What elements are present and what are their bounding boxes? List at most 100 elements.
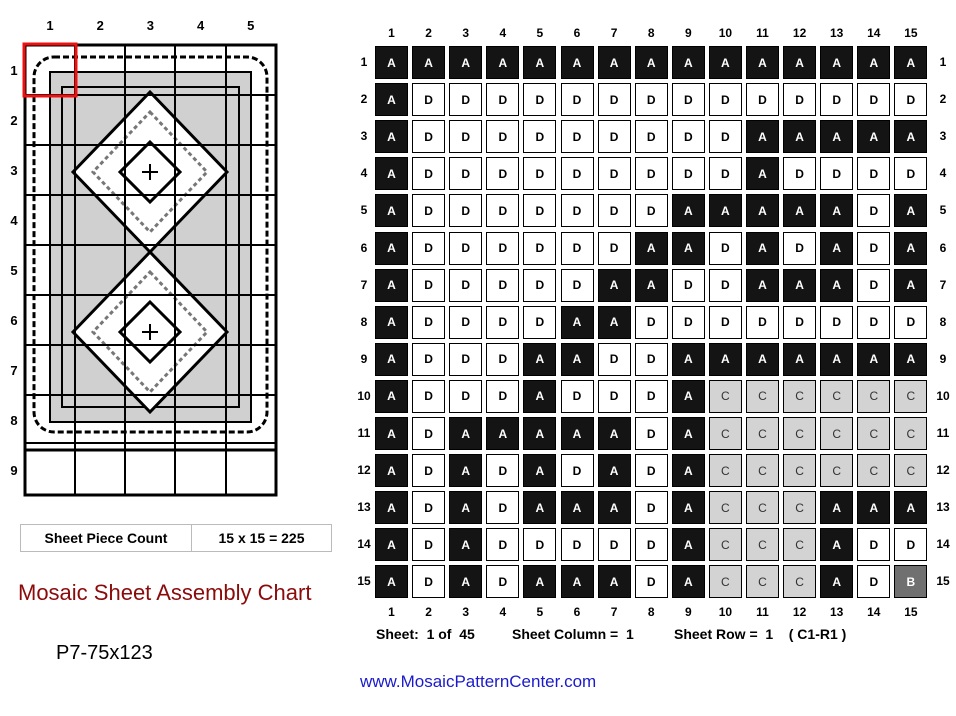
grid-row-label-right: 1 [939, 55, 947, 69]
grid-col-label-top: 8 [647, 26, 655, 40]
mosaic-tile: D [449, 379, 483, 413]
mosaic-tile: D [523, 231, 557, 265]
mosaic-tile: A [783, 342, 817, 376]
mosaic-tile: A [820, 491, 854, 525]
grid-col-label-top: 1 [388, 26, 395, 40]
mosaic-tile: A [783, 46, 817, 79]
mosaic-tile: D [412, 454, 446, 488]
mosaic-tile: C [783, 528, 817, 562]
thumb-row-label: 4 [10, 213, 18, 228]
mosaic-tile: D [449, 231, 483, 265]
grid-row-label-right: 8 [939, 314, 947, 329]
mosaic-tile: D [634, 342, 668, 376]
mosaic-tile: D [783, 83, 817, 117]
mosaic-tile: D [523, 83, 557, 117]
mosaic-tile: C [783, 454, 817, 488]
mosaic-tile: D [894, 157, 928, 191]
thumb-col-label: 2 [96, 18, 104, 33]
grid-col-label-top: 9 [684, 26, 692, 40]
mosaic-tile: D [449, 157, 483, 191]
grid-col-label-bottom: 1 [388, 605, 395, 619]
mosaic-tile: D [486, 194, 520, 228]
mosaic-tile: A [375, 342, 408, 376]
mosaic-tile: D [560, 83, 594, 117]
mosaic-tile: A [560, 565, 594, 599]
mosaic-tile: D [560, 157, 594, 191]
mosaic-tile: D [412, 342, 446, 376]
mosaic-tile: A [560, 491, 594, 525]
mosaic-tile: A [375, 565, 408, 599]
mosaic-tile: D [449, 83, 483, 117]
mosaic-tile: D [857, 157, 891, 191]
mosaic-tile: D [412, 491, 446, 525]
mosaic-tile: A [523, 417, 557, 450]
mosaic-tile: D [412, 83, 446, 117]
grid-row-label-left: 15 [357, 574, 371, 589]
grid-col-label-bottom: 7 [610, 605, 618, 619]
mosaic-tile: D [412, 417, 446, 450]
mosaic-tile: C [857, 417, 891, 450]
mosaic-tile: D [560, 120, 594, 154]
grid-row-label-left: 12 [357, 463, 371, 478]
mosaic-tile: D [523, 194, 557, 228]
grid-row-label-left: 10 [357, 388, 371, 403]
grid-col-label-top: 15 [904, 26, 918, 40]
mosaic-tile: A [375, 83, 408, 117]
mosaic-tile: D [671, 268, 705, 302]
grid-row-label-left: 3 [360, 129, 368, 144]
thumb-row-label: 1 [10, 63, 18, 78]
mosaic-tile: A [820, 268, 854, 302]
mosaic-tile: D [560, 454, 594, 488]
mosaic-tile: A [375, 268, 408, 302]
mosaic-tile: D [597, 194, 631, 228]
mosaic-tile: C [894, 417, 928, 450]
mosaic-tile: D [597, 231, 631, 265]
grid-row-label-left: 5 [360, 203, 368, 218]
mosaic-tile: A [746, 231, 779, 265]
rug-thumbnail[interactable] [22, 42, 280, 500]
mosaic-tile: C [783, 565, 817, 599]
mosaic-tile: D [634, 120, 668, 154]
grid-col-label-bottom: 8 [647, 605, 655, 619]
mosaic-tile: A [746, 157, 779, 191]
mosaic-tile: D [486, 342, 520, 376]
mosaic-tile: D [634, 157, 668, 191]
mosaic-tile: D [523, 120, 557, 154]
mosaic-tile: C [894, 454, 928, 488]
mosaic-tile: A [746, 342, 779, 376]
mosaic-tile: D [412, 528, 446, 562]
thumb-row-label: 7 [10, 363, 18, 378]
thumb-row-label: 6 [10, 313, 18, 328]
grid-row-label-right: 14 [936, 537, 950, 552]
mosaic-tile: A [671, 46, 705, 79]
mosaic-tile: A [820, 46, 854, 79]
mosaic-tile: C [820, 454, 854, 488]
mosaic-tile: A [375, 454, 408, 488]
grid-col-label-top: 10 [718, 26, 733, 40]
mosaic-tile: A [820, 342, 854, 376]
mosaic-tile: C [894, 379, 928, 413]
grid-col-label-bottom: 10 [718, 605, 733, 619]
mosaic-tile: D [449, 120, 483, 154]
thumb-col-label: 4 [196, 18, 205, 33]
mosaic-tile: C [783, 379, 817, 413]
mosaic-tile: A [894, 46, 928, 79]
grid-col-label-bottom: 2 [425, 605, 432, 619]
mosaic-tile: A [449, 454, 483, 488]
mosaic-tile: C [746, 491, 779, 525]
mosaic-tile: D [820, 83, 854, 117]
mosaic-tile: A [523, 454, 557, 488]
mosaic-tile: A [375, 194, 408, 228]
grid-col-label-top: 5 [536, 26, 544, 40]
mosaic-tile: A [375, 120, 408, 154]
mosaic-tile: C [708, 379, 742, 413]
mosaic-tile: A [375, 528, 408, 562]
mosaic-tile: D [708, 268, 742, 302]
grid-row-label-right: 2 [939, 92, 947, 107]
mosaic-tile: A [375, 305, 408, 339]
mosaic-tile: D [634, 491, 668, 525]
website-link[interactable]: www.MosaicPatternCenter.com [360, 672, 597, 691]
mosaic-tile: A [671, 379, 705, 413]
mosaic-tile: D [486, 454, 520, 488]
mosaic-tile: D [634, 194, 668, 228]
